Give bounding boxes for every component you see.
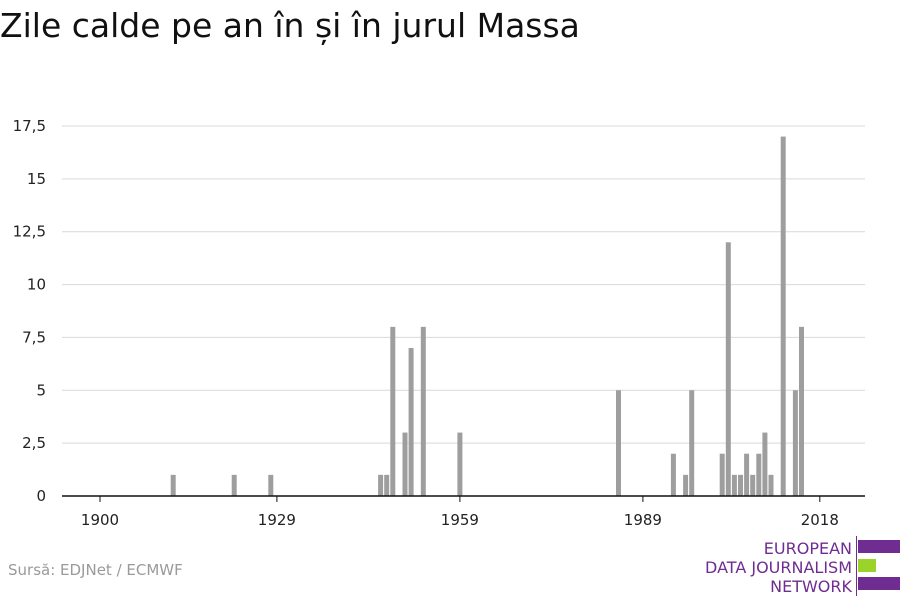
- y-tick-label: 15: [27, 170, 46, 188]
- logo-text: EUROPEAN DATA JOURNALISM NETWORK: [705, 539, 852, 596]
- y-tick-label: 7,5: [22, 328, 46, 346]
- bar-2005: [738, 474, 743, 496]
- y-tick-label: 2,5: [22, 434, 46, 452]
- logo-line-3: NETWORK: [770, 577, 852, 596]
- bar-2003: [725, 242, 731, 496]
- y-tick-label: 12,5: [13, 223, 46, 241]
- logo-line-1: EUROPEAN: [763, 539, 852, 558]
- y-tick-label: 5: [36, 381, 46, 399]
- x-tick-label: 1900: [81, 511, 119, 529]
- bar-1953: [420, 326, 426, 496]
- bar-1946: [378, 474, 384, 496]
- bar-1996: [683, 474, 689, 496]
- bar-2015: [799, 326, 804, 496]
- source-note: Sursă: EDJNet / ECMWF: [8, 561, 183, 579]
- bars: [170, 136, 804, 497]
- x-axis: [62, 495, 865, 502]
- bar-2007: [750, 474, 756, 496]
- y-tick-label: 0: [36, 487, 46, 505]
- bar-1948: [390, 326, 396, 496]
- bar-1985: [616, 390, 621, 496]
- logo-bar-middle: [858, 559, 876, 572]
- x-tick-label: 1989: [624, 511, 662, 529]
- chart-title: Zile calde pe an în și în jurul Massa: [0, 6, 580, 45]
- bar-1912: [170, 474, 176, 496]
- bar-2004: [731, 474, 737, 496]
- x-tick-label: 1929: [258, 511, 296, 529]
- bar-2012: [780, 136, 786, 497]
- bar-1959: [457, 432, 463, 496]
- bar-2002: [719, 453, 725, 496]
- bar-2008: [756, 453, 762, 496]
- gridlines: [62, 125, 865, 444]
- bar-1928: [268, 474, 274, 496]
- bar-2010: [768, 474, 774, 496]
- logo-bar-bottom: [858, 577, 900, 590]
- x-tick-label: 2018: [801, 511, 839, 529]
- bar-1922: [231, 474, 237, 496]
- bar-2014: [792, 390, 798, 496]
- y-tick-label: 10: [27, 276, 46, 294]
- bar-1950: [402, 432, 408, 496]
- bar-2009: [762, 432, 768, 496]
- bar-1951: [408, 348, 414, 496]
- x-tick-label: 1959: [441, 511, 479, 529]
- edjnet-logo: EUROPEAN DATA JOURNALISM NETWORK: [690, 536, 900, 596]
- logo-line-2: DATA JOURNALISM: [705, 558, 852, 577]
- logo-bar-top: [858, 540, 900, 553]
- logo-divider: [856, 536, 857, 596]
- bar-1997: [689, 390, 695, 496]
- y-tick-label: 17,5: [13, 117, 46, 135]
- bar-1994: [670, 453, 676, 496]
- bar-2006: [744, 453, 750, 496]
- bar-1947: [384, 474, 390, 496]
- tick-labels: 0 2,5 5 7,5 10 12,5 15 17,5 1900 1929 1959 1989 2018: [13, 117, 839, 529]
